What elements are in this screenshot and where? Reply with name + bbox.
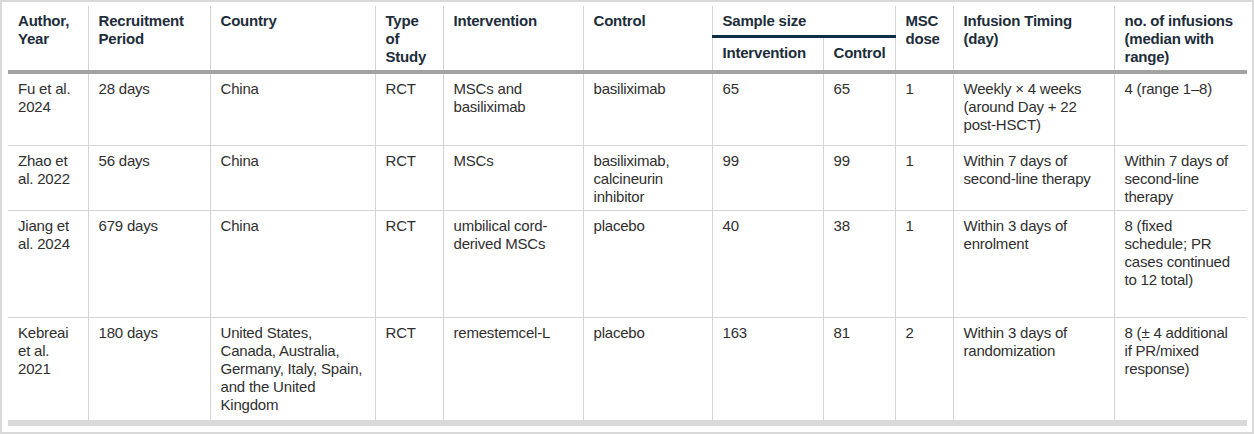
cell-no-of-infusions: 4 (range 1–8): [1114, 72, 1247, 145]
table-bottom-rule: [8, 420, 1247, 426]
cell-control: placebo: [583, 210, 712, 317]
cell-sample-intervention: 65: [712, 72, 823, 145]
cell-recruitment-period: 28 days: [88, 72, 210, 145]
subheader-sample-intervention: Intervention: [712, 36, 823, 72]
cell-sample-intervention: 40: [712, 210, 823, 317]
cell-author-year: Fu et al. 2024: [8, 72, 88, 145]
cell-sample-intervention: 99: [712, 145, 823, 210]
cell-type-of-study: RCT: [375, 210, 443, 317]
table-row: Fu et al. 2024 28 days China RCT MSCs an…: [8, 72, 1247, 145]
cell-recruitment-period: 180 days: [88, 317, 210, 420]
header-country: Country: [210, 6, 375, 72]
cell-no-of-infusions: Within 7 days of second-line therapy: [1114, 145, 1247, 210]
header-control: Control: [583, 6, 712, 72]
cell-infusion-timing: Within 3 days of enrolment: [953, 210, 1114, 317]
table-row: Zhao et al. 2022 56 days China RCT MSCs …: [8, 145, 1247, 210]
cell-type-of-study: RCT: [375, 317, 443, 420]
cell-no-of-infusions: 8 (fixed schedule; PR cases continued to…: [1114, 210, 1247, 317]
included-studies-table: Author, Year Recruitment Period Country …: [8, 6, 1247, 420]
cell-msc-dose: 2: [895, 317, 953, 420]
cell-control: basiliximab: [583, 72, 712, 145]
header-no-of-infusions: no. of infusions (median with range): [1114, 6, 1247, 72]
table-frame: Author, Year Recruitment Period Country …: [0, 0, 1254, 434]
cell-type-of-study: RCT: [375, 145, 443, 210]
subheader-sample-control: Control: [823, 36, 895, 72]
cell-msc-dose: 1: [895, 145, 953, 210]
cell-infusion-timing: Within 3 days of randomization: [953, 317, 1114, 420]
cell-sample-intervention: 163: [712, 317, 823, 420]
cell-sample-control: 81: [823, 317, 895, 420]
cell-country: China: [210, 145, 375, 210]
cell-control: placebo: [583, 317, 712, 420]
cell-no-of-infusions: 8 (± 4 additional if PR/mixed response): [1114, 317, 1247, 420]
cell-country: China: [210, 210, 375, 317]
header-recruitment-period: Recruitment Period: [88, 6, 210, 72]
cell-author-year: Zhao et al. 2022: [8, 145, 88, 210]
cell-infusion-timing: Weekly × 4 weeks (around Day + 22 post-H…: [953, 72, 1114, 145]
cell-sample-control: 99: [823, 145, 895, 210]
cell-intervention: umbilical cord-derived MSCs: [443, 210, 583, 317]
header-intervention: Intervention: [443, 6, 583, 72]
cell-intervention: remestemcel-L: [443, 317, 583, 420]
cell-author-year: Jiang et al. 2024: [8, 210, 88, 317]
header-sample-size-group: Sample size: [712, 6, 895, 36]
cell-control: basiliximab, calcineurin inhibitor: [583, 145, 712, 210]
cell-country: United States, Canada, Australia, German…: [210, 317, 375, 420]
cell-intervention: MSCs: [443, 145, 583, 210]
table-row: Kebreai et al. 2021 180 days United Stat…: [8, 317, 1247, 420]
cell-type-of-study: RCT: [375, 72, 443, 145]
table-row: Jiang et al. 2024 679 days China RCT umb…: [8, 210, 1247, 317]
cell-infusion-timing: Within 7 days of second-line therapy: [953, 145, 1114, 210]
header-msc-dose: MSC dose: [895, 6, 953, 72]
cell-author-year: Kebreai et al. 2021: [8, 317, 88, 420]
header-author-year: Author, Year: [8, 6, 88, 72]
cell-msc-dose: 1: [895, 210, 953, 317]
table-body: Fu et al. 2024 28 days China RCT MSCs an…: [8, 72, 1247, 420]
cell-intervention: MSCs and basiliximab: [443, 72, 583, 145]
cell-sample-control: 38: [823, 210, 895, 317]
cell-country: China: [210, 72, 375, 145]
table-header: Author, Year Recruitment Period Country …: [8, 6, 1247, 72]
cell-sample-control: 65: [823, 72, 895, 145]
cell-recruitment-period: 56 days: [88, 145, 210, 210]
cell-recruitment-period: 679 days: [88, 210, 210, 317]
cell-msc-dose: 1: [895, 72, 953, 145]
header-infusion-timing: Infusion Timing (day): [953, 6, 1114, 72]
header-type-of-study: Type of Study: [375, 6, 443, 72]
